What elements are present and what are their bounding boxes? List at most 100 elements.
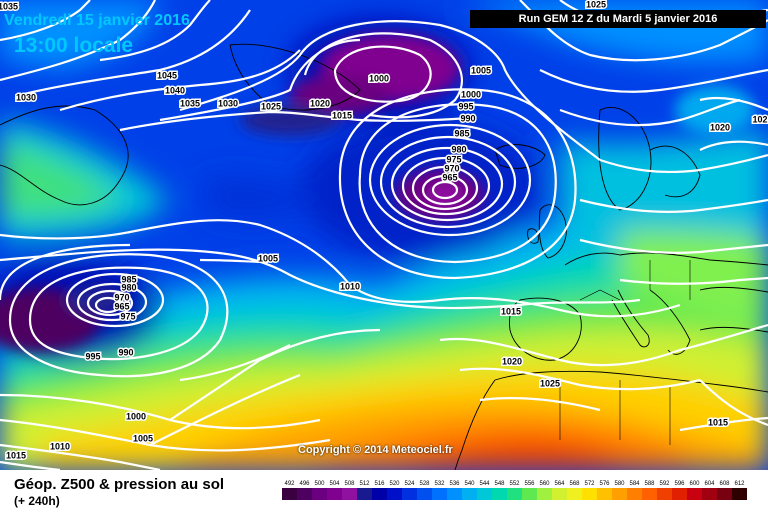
legend-value: 492 xyxy=(284,481,295,487)
legend-value: 600 xyxy=(689,481,700,487)
legend-swatch xyxy=(432,488,447,500)
legend-value: 568 xyxy=(569,481,580,487)
map-title: Géop. Z500 & pression au sol xyxy=(14,476,225,493)
legend-swatch xyxy=(312,488,327,500)
isobar-label: 1035 xyxy=(180,98,200,108)
isobar-label: 1020 xyxy=(310,98,330,108)
isobar-label: 1040 xyxy=(165,85,185,95)
isobar-label: 1025 xyxy=(540,378,560,388)
legend-value: 536 xyxy=(449,481,460,487)
isobar-label: 1025 xyxy=(261,101,281,111)
isobar-label: 970 xyxy=(114,292,129,302)
legend-swatch xyxy=(687,488,702,500)
forecast-time: 13:00 locale xyxy=(14,34,134,57)
isobar-label: 1015 xyxy=(501,306,521,316)
legend-value: 576 xyxy=(599,481,610,487)
legend-value: 592 xyxy=(659,481,670,487)
isobar-label: 1020 xyxy=(502,356,522,366)
legend-swatch xyxy=(327,488,342,500)
isobar-label: 1010 xyxy=(50,441,70,451)
legend-swatch xyxy=(612,488,627,500)
legend-swatch xyxy=(702,488,717,500)
legend-value: 548 xyxy=(494,481,505,487)
isobar-label: 980 xyxy=(121,282,136,292)
isobar-label: 1030 xyxy=(218,98,238,108)
isobar-label: 1010 xyxy=(340,281,360,291)
isobar-label: 1005 xyxy=(133,433,153,443)
legend-value: 612 xyxy=(734,481,745,487)
legend-value: 584 xyxy=(629,481,640,487)
legend-swatch xyxy=(582,488,597,500)
footer: Géop. Z500 & pression au sol (+ 240h) 49… xyxy=(0,470,768,512)
isobar-label: 1015 xyxy=(6,450,26,460)
legend-swatch xyxy=(657,488,672,500)
legend-value: 540 xyxy=(464,481,475,487)
legend-swatch xyxy=(537,488,552,500)
legend-value: 528 xyxy=(419,481,430,487)
legend-swatch xyxy=(357,488,372,500)
legend-value: 580 xyxy=(614,481,625,487)
legend-swatch xyxy=(507,488,522,500)
legend-swatch xyxy=(387,488,402,500)
legend-value: 500 xyxy=(314,481,325,487)
isobar-label: 1030 xyxy=(16,92,36,102)
isobar-label: 965 xyxy=(114,301,129,311)
copyright: Copyright © 2014 Meteociel.fr xyxy=(298,444,453,456)
legend-value: 496 xyxy=(299,481,310,487)
legend-value: 516 xyxy=(374,481,385,487)
isobar-label: 1000 xyxy=(461,89,481,99)
legend-value: 508 xyxy=(344,481,355,487)
isobar-label: 990 xyxy=(118,347,133,357)
legend-swatch xyxy=(642,488,657,500)
legend-value: 520 xyxy=(389,481,400,487)
legend-value: 524 xyxy=(404,481,415,487)
isobar-label: 1015 xyxy=(708,417,728,427)
legend-swatch xyxy=(732,488,747,500)
isobar-label: 102 xyxy=(752,114,767,124)
legend-swatch xyxy=(447,488,462,500)
isobar-label: 1000 xyxy=(126,411,146,421)
isobar-label: 1005 xyxy=(471,65,491,75)
legend-value: 560 xyxy=(539,481,550,487)
legend-value: 552 xyxy=(509,481,520,487)
legend-swatch xyxy=(627,488,642,500)
legend-value: 564 xyxy=(554,481,565,487)
legend-value: 572 xyxy=(584,481,595,487)
isobar-label: 1015 xyxy=(332,110,352,120)
legend-value: 556 xyxy=(524,481,535,487)
legend-swatch xyxy=(342,488,357,500)
isobar-label: 975 xyxy=(120,311,135,321)
isobar-label: 995 xyxy=(458,101,473,111)
isobar-label: 985 xyxy=(454,128,469,138)
isobar-label: 1025 xyxy=(586,0,606,9)
legend-swatch xyxy=(462,488,477,500)
legend-value: 512 xyxy=(359,481,370,487)
weather-map: 1035 1045 1040 1035 1030 1025 1020 1015 1030 1000… xyxy=(0,0,768,470)
legend-value: 504 xyxy=(329,481,340,487)
isobar-label: 965 xyxy=(442,172,457,182)
isobar-label: 995 xyxy=(85,351,100,361)
color-legend: 492 496 500 504 508 512 516 520 524 528 532 536 540 5… xyxy=(282,481,747,500)
legend-value: 608 xyxy=(719,481,730,487)
legend-swatch xyxy=(567,488,582,500)
legend-swatch xyxy=(372,488,387,500)
legend-swatch xyxy=(492,488,507,500)
isobar-label: 975 xyxy=(446,154,461,164)
legend-swatch xyxy=(597,488,612,500)
run-label: Run GEM 12 Z du Mardi 5 janvier 2016 xyxy=(470,10,766,28)
legend-swatch xyxy=(717,488,732,500)
isobar-label: 1020 xyxy=(710,122,730,132)
isobar-label: 1000 xyxy=(369,73,389,83)
legend-swatch xyxy=(417,488,432,500)
legend-swatch xyxy=(297,488,312,500)
legend-swatch xyxy=(522,488,537,500)
isobar-label: 970 xyxy=(444,163,459,173)
isobar-label: 980 xyxy=(451,144,466,154)
legend-swatch xyxy=(402,488,417,500)
forecast-date: Vendredi 15 janvier 2016 xyxy=(4,12,190,29)
legend-swatch xyxy=(552,488,567,500)
map-subtitle: (+ 240h) xyxy=(14,494,60,508)
legend-swatch xyxy=(477,488,492,500)
legend-value: 544 xyxy=(479,481,490,487)
